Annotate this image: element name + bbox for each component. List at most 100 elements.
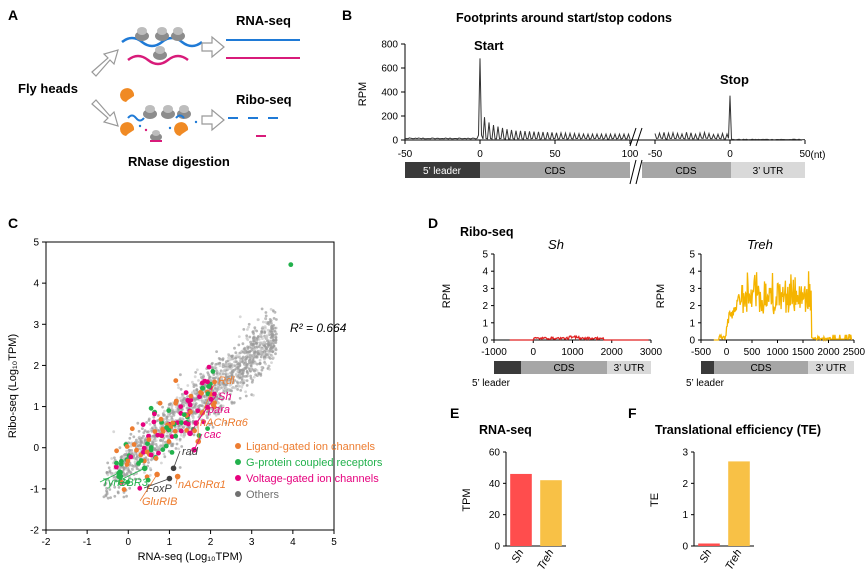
sh-ylabel: RPM (441, 284, 453, 308)
gene-point (241, 350, 245, 354)
gene-label-pointer (173, 450, 181, 469)
panel-c-xtick-label: 1 (167, 537, 173, 548)
gene-point (221, 397, 225, 400)
gene-point (170, 415, 174, 419)
gene-point (215, 371, 219, 375)
gene-point (204, 398, 208, 402)
gene-point (258, 358, 262, 362)
gene-point (246, 372, 250, 375)
axis-break-icon (629, 127, 643, 185)
category-gene-point (146, 437, 152, 442)
panel-a-label: A (8, 7, 18, 23)
panel-a: A Fly heads RNA-seq (8, 7, 300, 169)
treh-xtick-label: 1500 (792, 347, 815, 358)
gene-point (143, 438, 147, 442)
gene-point (224, 363, 228, 367)
treh-xtick-label: 500 (744, 347, 761, 358)
category-gene-point (188, 409, 193, 415)
panel-e-category-label: Treh (535, 548, 556, 573)
panel-e-ytick-label: 0 (494, 542, 500, 553)
category-gene-point (116, 474, 122, 480)
gene-point (250, 380, 254, 384)
gene-point (275, 318, 278, 321)
gene-point (247, 325, 250, 329)
panel-e-ylabel: TPM (461, 488, 473, 511)
gene-point (265, 347, 268, 350)
gene-point (246, 346, 250, 350)
gene-point (170, 403, 174, 407)
gene-point (248, 361, 251, 364)
gene-point (215, 369, 218, 372)
panel-e-category-label: Sh (509, 548, 526, 566)
gene-point (206, 416, 209, 420)
gene-point (224, 421, 228, 425)
gene-point (272, 317, 276, 320)
gene-point (188, 452, 192, 456)
sh-ytick-label: 2 (482, 301, 488, 312)
panel-b-ytick-label: 400 (381, 88, 398, 99)
panel-b-x-ticks: -50 0 50 100 -50 0 50 (398, 140, 811, 160)
gene-point (145, 430, 149, 434)
gene-point (231, 357, 234, 361)
gene-point (170, 406, 174, 410)
gene-point (141, 427, 144, 430)
panel-c-ytick-label: 5 (33, 238, 39, 249)
gene-point (142, 463, 146, 466)
category-gene-point (157, 400, 163, 406)
category-gene-point (178, 404, 184, 409)
gene-point (261, 325, 265, 329)
gene-point (182, 398, 186, 402)
gene-point (167, 418, 171, 422)
treh-xtick-label: -500 (691, 347, 711, 358)
category-gene-point (140, 422, 146, 427)
gene-point (263, 357, 266, 361)
category-gene-point (173, 400, 179, 406)
gene-point (264, 311, 268, 314)
gene-point (240, 378, 244, 382)
gene-point (245, 379, 249, 382)
gene-point (267, 364, 271, 368)
panel-f-ytick-label: 0 (682, 542, 688, 553)
gene-point (239, 368, 243, 372)
gene-point (269, 340, 273, 343)
gene-point (128, 486, 132, 490)
rnase-digestion-icon (120, 88, 198, 142)
gene-point (246, 328, 249, 331)
gene-point (106, 478, 109, 482)
gene-point (260, 365, 264, 369)
gene-point (222, 390, 226, 393)
treh-ytick-label: 0 (689, 336, 695, 347)
gene-point (249, 364, 253, 368)
gene-point (165, 415, 169, 419)
treh-leader-label: 5’ leader (686, 378, 725, 389)
gene-point (161, 405, 165, 409)
gene-point (242, 369, 245, 373)
gene-point (250, 356, 254, 360)
gene-point (252, 332, 256, 335)
gene-point (238, 374, 242, 377)
gene-point (262, 353, 266, 357)
gene-point (195, 425, 198, 429)
gene-point (245, 334, 249, 338)
category-gene-point (201, 419, 207, 425)
gene-point (221, 358, 225, 362)
gene-point (216, 384, 219, 388)
gene-point (170, 411, 173, 415)
gene-point (230, 371, 234, 374)
gene-point (240, 385, 244, 389)
gene-point (237, 365, 240, 369)
category-gene-point (199, 390, 205, 396)
category-gene-point (156, 450, 161, 456)
gene-point (175, 396, 179, 400)
gene-point (257, 335, 260, 339)
sh-utr-segment (607, 361, 651, 374)
category-gene-point (166, 427, 172, 433)
gene-point (261, 320, 265, 324)
gene-point (234, 356, 238, 360)
category-gene-point (210, 402, 216, 408)
gene-point (186, 395, 189, 398)
sh-ribo-line (509, 334, 649, 341)
gene-point (178, 437, 182, 441)
panel-c-plot-frame (45, 241, 335, 531)
panel-c-xtick-label: -2 (42, 537, 51, 548)
